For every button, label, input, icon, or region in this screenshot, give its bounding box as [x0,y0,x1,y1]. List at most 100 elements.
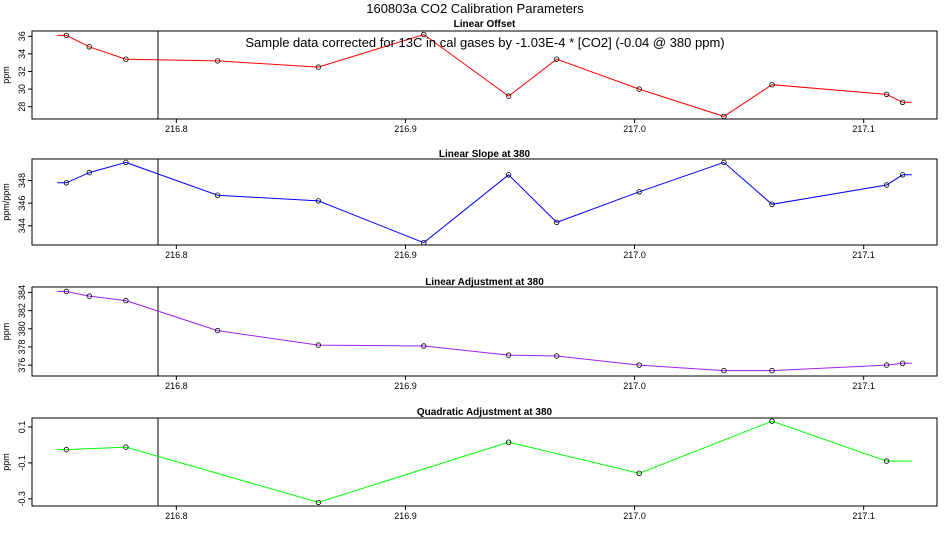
y-axis-label: ppm [1,453,11,471]
data-point [123,56,129,62]
x-tick-label: 216.8 [165,381,188,391]
y-tick-label: -0.1 [17,455,27,471]
x-tick-label: 216.9 [394,381,417,391]
series-line [57,33,912,117]
y-tick-label: 32 [17,66,27,76]
x-tick-label: 217.1 [852,381,875,391]
y-tick-label: 28 [17,102,27,112]
data-point [636,189,642,195]
data-point [63,288,70,295]
data-point [883,182,890,188]
data-point [554,56,560,62]
x-tick-label: 216.9 [394,124,417,134]
data-point [123,159,129,166]
data-point [883,91,890,98]
data-point [636,86,642,92]
data-point [883,362,890,368]
panel-title: Linear Slope at 380 [439,149,531,160]
data-point [214,58,221,64]
plot-frame [31,30,938,120]
x-tick-label: 217.0 [623,511,646,521]
x-tick-label: 217.0 [623,381,646,391]
data-point [315,198,322,204]
plot-frame [31,417,938,507]
x-tick-label: 217.1 [852,250,875,260]
data-point [214,192,221,198]
y-tick-label: 0.1 [17,421,27,434]
panel-4: Quadratic Adjustment at 380 216.8 216.9 217… [1,407,938,521]
panel-title: Quadratic Adjustment at 380 [417,407,553,418]
x-tick-label: 217.0 [623,124,646,134]
data-point [554,219,560,226]
y-tick-label: 384 [17,285,27,300]
data-point [86,293,92,299]
y-tick-label: 344 [17,218,27,233]
panel-2: Linear Slope at 380 216.8 216.9 217.0 217.1 3… [1,149,938,260]
x-tick-label: 216.8 [165,511,188,521]
data-point [315,499,322,506]
data-point [636,470,642,476]
x-tick-label: 216.8 [165,124,188,134]
data-point [86,44,92,50]
y-axis-label: ppm [1,323,11,341]
panel-3: Linear Adjustment at 380 216.8 216.9 217.0 2… [1,277,938,391]
data-point [421,31,427,38]
data-point [421,343,427,349]
y-tick-label: 34 [17,49,27,59]
y-tick-label: 348 [17,173,27,188]
data-point [315,342,322,348]
data-point [769,367,775,374]
x-tick-label: 217.0 [623,250,646,260]
y-tick-label: -0.3 [17,491,27,507]
series-line [57,420,912,503]
plot-frame [31,158,938,246]
plot-frame [31,286,938,377]
data-point [883,458,890,464]
data-point [769,81,775,88]
data-point [505,172,512,178]
data-point [505,93,512,99]
data-point [721,367,727,374]
data-point [315,64,322,70]
y-axis-label: ppm [1,66,11,84]
panel-1: Linear Offset 216.8 216.9 217.0 217.1 28 30 32 3… [1,19,938,134]
main-title: 160803a CO2 Calibration Parameters [366,1,584,16]
x-tick-label: 217.1 [852,511,875,521]
data-point [63,180,70,186]
data-point [721,159,727,166]
y-tick-label: 382 [17,303,27,318]
y-tick-label: 378 [17,339,27,354]
y-tick-label: 380 [17,321,27,336]
series-line [57,161,912,244]
data-point [554,353,560,359]
x-tick-label: 217.1 [852,124,875,134]
x-tick-label: 216.8 [165,250,188,260]
data-point [636,362,642,368]
panel-title: Linear Offset [454,19,516,30]
data-point [721,113,727,120]
annotation-text: Sample data corrected for 13C in cal gas… [245,35,724,50]
data-point [123,444,129,450]
data-point [123,297,129,304]
y-tick-label: 346 [17,196,27,211]
data-point [214,327,221,334]
data-point [421,239,427,246]
series-line [57,291,912,372]
data-point [899,360,906,366]
y-tick-label: 376 [17,358,27,373]
data-point [505,352,512,358]
y-tick-label: 30 [17,84,27,94]
data-point [505,439,512,445]
data-point [899,172,906,178]
data-point [63,32,70,39]
data-point [899,99,906,105]
data-point [769,418,775,424]
y-axis-label: ppm/ppm [1,183,11,221]
y-tick-label: 36 [17,31,27,41]
data-point [86,169,92,176]
data-point [769,201,775,207]
x-tick-label: 216.9 [394,250,417,260]
data-point [63,446,70,453]
panel-title: Linear Adjustment at 380 [425,277,544,288]
